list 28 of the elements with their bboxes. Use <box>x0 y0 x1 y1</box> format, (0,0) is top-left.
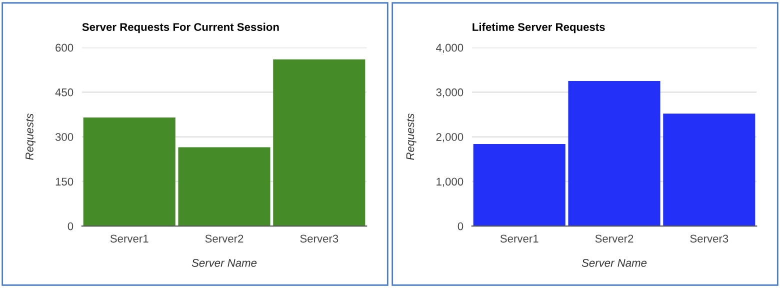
y-axis-title: Requests <box>406 114 416 160</box>
x-tick-label: Server2 <box>595 234 634 243</box>
y-tick-label: 150 <box>56 178 74 186</box>
bar <box>663 114 756 226</box>
x-tick-label: Server2 <box>205 234 244 243</box>
x-tick-label: Server3 <box>300 234 338 243</box>
bar <box>273 59 366 226</box>
x-axis-title: Server Name <box>192 258 257 267</box>
y-tick-label: 300 <box>55 133 74 141</box>
bar <box>178 147 270 226</box>
bar <box>568 81 660 226</box>
bar <box>473 144 566 226</box>
y-axis-title: Requests <box>26 114 36 160</box>
y-tick-label: 0 <box>68 222 74 230</box>
chart-title: Lifetime Server Requests <box>472 22 605 34</box>
y-tick-label: 0 <box>458 222 464 230</box>
x-tick-label: Server1 <box>110 234 148 243</box>
y-tick-label: 4,000 <box>436 44 464 53</box>
chart-title: Server Requests For Current Session <box>82 22 279 34</box>
y-tick-label: 3,000 <box>436 88 464 98</box>
x-tick-label: Server3 <box>690 234 728 243</box>
y-tick-label: 2,000 <box>436 133 464 142</box>
x-axis-title: Server Name <box>582 258 647 267</box>
y-tick-label: 1,000 <box>436 178 464 187</box>
bar <box>83 117 176 226</box>
y-tick-label: 600 <box>56 44 74 52</box>
y-tick-label: 450 <box>55 88 74 96</box>
x-tick-label: Server1 <box>500 234 538 243</box>
